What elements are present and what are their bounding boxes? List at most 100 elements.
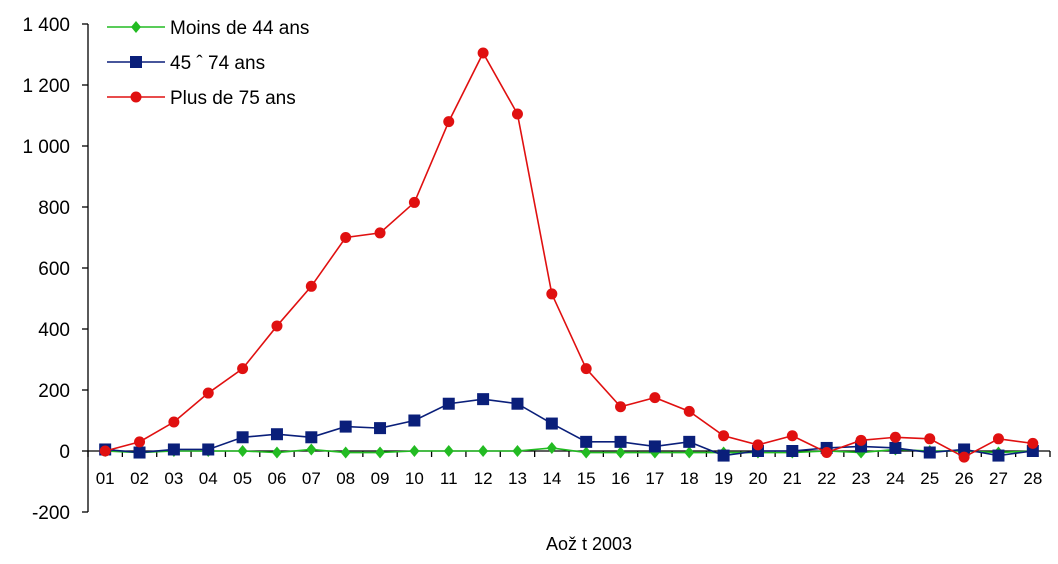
x-tick-label: 06 — [268, 469, 287, 488]
legend-label: 45 ˆ 74 ans — [170, 53, 265, 74]
x-tick-label: 21 — [783, 469, 802, 488]
data-point-square — [717, 449, 730, 462]
series-2 — [99, 47, 1039, 463]
x-tick-label: 23 — [852, 469, 871, 488]
data-point-circle — [855, 434, 867, 446]
data-point-diamond — [512, 445, 523, 457]
data-point-square — [339, 420, 352, 433]
x-tick-label: 10 — [405, 469, 424, 488]
y-tick-label: 0 — [59, 442, 70, 463]
x-tick-label: 14 — [542, 469, 561, 488]
data-point-circle — [271, 320, 283, 332]
data-point-diamond — [375, 446, 386, 459]
data-point-square — [1026, 445, 1039, 457]
data-point-circle — [580, 363, 592, 375]
data-point-circle — [99, 445, 111, 457]
data-point-circle — [443, 116, 455, 128]
legend-item: Plus de 75 ans — [107, 88, 296, 109]
data-point-circle — [786, 430, 798, 442]
data-point-square — [236, 431, 249, 444]
data-point-circle — [683, 405, 695, 417]
x-tick-label: 17 — [645, 469, 664, 488]
y-tick-label: 1 200 — [22, 76, 70, 97]
x-tick-label: 28 — [1023, 469, 1042, 488]
y-tick-label: 200 — [38, 381, 70, 402]
x-tick-label: 02 — [130, 469, 149, 488]
data-point-circle — [511, 108, 523, 120]
x-tick-label: 15 — [577, 469, 596, 488]
x-tick-label: 09 — [371, 469, 390, 488]
data-point-circle — [305, 280, 317, 292]
data-point-diamond — [615, 446, 626, 459]
data-point-circle — [130, 91, 142, 103]
data-point-circle — [958, 451, 970, 463]
x-tick-label: 27 — [989, 469, 1008, 488]
data-point-square — [683, 435, 696, 448]
data-point-circle — [821, 447, 833, 459]
legend-item: Moins de 44 ans — [107, 18, 309, 39]
data-point-square — [408, 414, 421, 427]
data-point-square — [958, 443, 971, 456]
data-point-diamond — [237, 445, 248, 457]
data-point-diamond — [306, 443, 317, 456]
y-tick-label: -200 — [32, 503, 70, 524]
data-point-square — [511, 397, 524, 410]
x-tick-label: 22 — [817, 469, 836, 488]
data-point-circle — [718, 430, 730, 442]
y-tick-label: 800 — [38, 198, 70, 219]
data-point-square — [374, 422, 387, 435]
data-point-diamond — [684, 446, 695, 459]
series-line — [105, 398, 1033, 457]
data-point-square — [167, 443, 180, 456]
data-point-square — [133, 446, 146, 459]
data-point-square — [889, 441, 902, 454]
series-1 — [99, 393, 1039, 462]
x-tick-label: 24 — [886, 469, 905, 488]
x-tick-label: 13 — [508, 469, 527, 488]
x-tick-label: 04 — [199, 469, 218, 488]
data-point-diamond — [546, 441, 557, 454]
data-point-square — [580, 435, 593, 448]
y-tick-label: 1 000 — [22, 137, 70, 158]
x-axis-label: Aož t 2003 — [546, 534, 632, 554]
y-tick-label: 600 — [38, 259, 70, 280]
data-point-diamond — [409, 445, 420, 457]
data-point-circle — [340, 232, 352, 243]
x-tick-label: 03 — [164, 469, 183, 488]
data-point-circle — [134, 436, 146, 448]
data-point-circle — [924, 433, 936, 445]
x-tick-label: 07 — [302, 469, 321, 488]
x-tick-label: 12 — [474, 469, 493, 488]
data-point-diamond — [581, 446, 592, 459]
data-point-circle — [168, 416, 180, 428]
y-tick-label: 400 — [38, 320, 70, 341]
data-point-square — [648, 440, 661, 453]
x-tick-label: 26 — [955, 469, 974, 488]
data-point-circle — [374, 227, 386, 239]
series-line — [105, 447, 1033, 454]
x-tick-label: 19 — [714, 469, 733, 488]
data-point-square — [442, 397, 455, 410]
data-point-diamond — [271, 446, 282, 459]
x-tick-label: 05 — [233, 469, 252, 488]
data-point-circle — [615, 401, 627, 413]
data-point-square — [545, 417, 558, 430]
data-point-circle — [992, 433, 1004, 445]
x-tick-label: 18 — [680, 469, 699, 488]
data-point-square — [923, 446, 936, 459]
data-point-square — [477, 393, 490, 406]
y-tick-label: 1 400 — [22, 15, 70, 36]
x-tick-label: 08 — [336, 469, 355, 488]
data-point-circle — [546, 288, 558, 300]
x-tick-label: 01 — [96, 469, 115, 488]
x-tick-label: 16 — [611, 469, 630, 488]
data-point-circle — [752, 439, 764, 451]
data-point-square — [614, 435, 627, 448]
data-point-square — [992, 449, 1005, 462]
data-point-square — [202, 443, 215, 456]
data-point-diamond — [131, 21, 141, 33]
x-tick-label: 20 — [749, 469, 768, 488]
data-point-circle — [477, 47, 489, 59]
